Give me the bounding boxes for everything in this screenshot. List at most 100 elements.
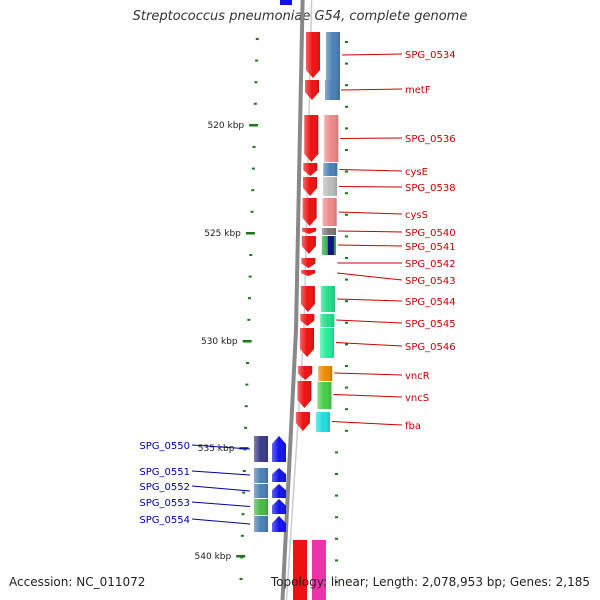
ruler-dot [242,491,246,494]
gene-label: SPG_0534 [405,50,456,61]
gene-label-leader [191,470,251,476]
gene-label-leader [333,394,403,398]
gene-category-shade [323,163,338,176]
forward-gene-arrow-shade [301,258,316,268]
gene-label: SPG_0546 [405,342,456,353]
ruler-dot [252,146,256,148]
ruler-dot [247,297,251,300]
gene-label-leader [331,421,403,426]
ruler-dot [345,105,348,108]
gene-label-leader [338,230,403,233]
forward-gene-arrow-shade [303,163,318,176]
ruler-dot [248,275,252,278]
gene-category-shade [323,177,338,196]
ruler-dot [255,59,259,62]
forward-gene-arrow-shade [300,286,315,312]
gene-label: SPG_0536 [405,134,456,145]
ruler-dot [244,426,248,429]
gene-label-leader [191,518,251,525]
reverse-gene-arrow-shade [272,499,286,514]
forward-gene-arrow-shade [300,328,315,357]
ruler-dot [345,213,348,216]
ruler-dot [345,62,348,65]
gene-category-box [327,236,334,255]
ruler-dot [345,365,348,367]
gene-label-leader [191,501,251,507]
ruler-dot [345,257,348,259]
ruler-dot [335,581,338,583]
ruler-tick [249,124,259,127]
ruler-dot [335,516,338,519]
gene-category-shade [317,382,332,409]
page-title: Streptococcus pneumoniae G54, complete g… [132,9,468,24]
forward-gene-arrow-shade [302,228,317,234]
ruler-tick [245,232,255,235]
gene-category-shade [322,198,337,226]
gene-label: metF [405,85,431,96]
gene-category-shade [325,80,339,100]
forward-gene-arrow-shade [304,115,319,162]
top-gene-fragment [280,0,292,5]
ruler-dot [345,429,348,432]
gene-category-shade [320,286,335,312]
gene-label-leader [339,186,403,188]
gene-category-shade [254,516,268,532]
ruler-dot [245,383,249,386]
ruler-tick-label: 520 kbp [207,121,244,131]
gene-label: SPG_0542 [405,259,456,270]
ruler-dot [241,513,245,516]
ruler-dot [345,84,348,87]
ruler-dot [253,102,257,105]
ruler-dot [345,235,348,238]
ruler-tick-label: 535 kbp [198,444,235,454]
ruler-dot [254,81,258,84]
gene-label-leader [337,272,403,281]
ruler-dot [345,386,348,389]
ruler-tick-label: 540 kbp [195,552,232,562]
gene-category-shade [254,436,268,462]
ruler-dot [255,38,259,40]
ruler-tick [242,340,252,343]
gene-label-leader [340,88,403,91]
reverse-gene-arrow-shade [272,516,286,532]
gene-category-shade [254,468,268,483]
ruler-dot [345,300,348,303]
forward-gene-arrow-shade [303,177,318,196]
ruler-dot [335,494,338,497]
ruler-dot [345,149,348,151]
forward-gene-arrow-shade [301,236,316,254]
ruler-dot [247,318,251,321]
ruler-dot [345,41,348,43]
gene-category-shade [324,115,339,162]
forward-gene-arrow-shade [301,270,316,276]
gene-label-leader [337,244,403,247]
gene-label: SPG_0553 [139,498,190,509]
gene-category-shade [318,366,333,381]
forward-gene-arrow-shade [295,412,310,431]
gene-label: cysS [405,210,428,221]
gene-label: SPG_0538 [405,183,456,194]
accession-text: Accession: NC_011072 [9,575,146,589]
gene-label-leader [340,137,403,139]
gene-category-box [312,540,326,600]
reverse-gene-arrow-shade [272,436,286,462]
forward-gene-arrow-shade [302,198,317,226]
ruler-dot [345,343,348,346]
gene-label: SPG_0554 [139,515,190,526]
ruler-dot [239,578,243,580]
ruler-dot [345,127,348,130]
ruler-dot [335,473,338,475]
ruler-dot [249,254,253,256]
ruler-dot [246,362,250,364]
forward-gene-arrow-shade [300,314,315,326]
forward-gene-arrow-shade [305,80,319,100]
ruler-dot [242,470,246,472]
gene-category-shade [322,228,337,235]
forward-gene-arrow [293,540,307,600]
ruler-tick [236,555,246,558]
ruler-tick-label: 525 kbp [204,229,241,239]
reverse-gene-arrow-shade [272,484,286,498]
ruler-dot [244,405,248,408]
ruler-dot [345,408,348,411]
